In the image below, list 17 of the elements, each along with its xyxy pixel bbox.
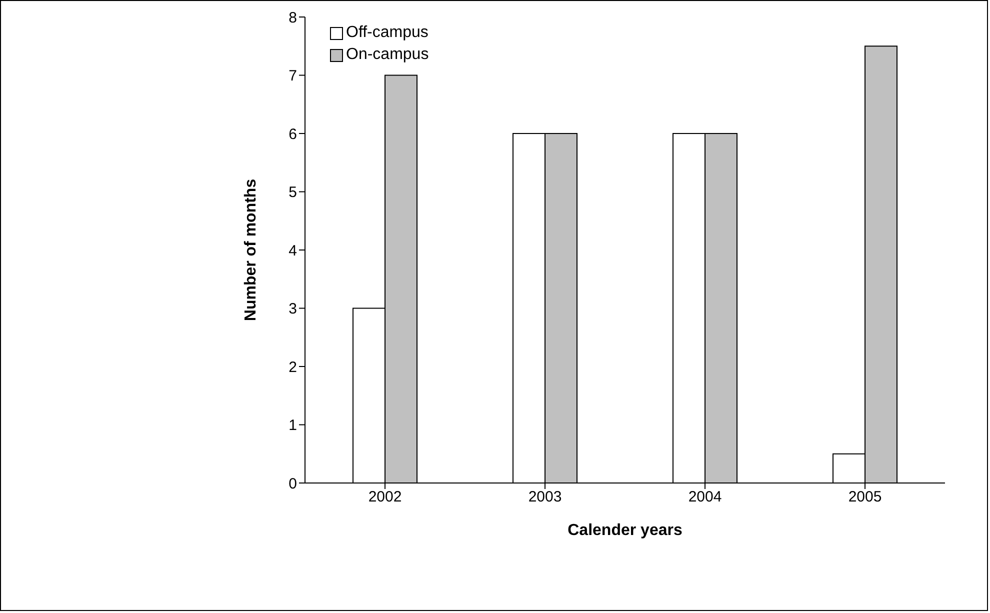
x-tick-label: 2003: [528, 488, 562, 506]
y-tick-label: 1: [288, 417, 297, 434]
x-axis-title: Calender years: [568, 522, 682, 539]
x-tick-label: 2002: [368, 488, 402, 506]
y-tick-label: 5: [288, 184, 297, 202]
legend-label: On-campus: [346, 46, 429, 64]
y-tick-label: 4: [288, 242, 297, 260]
y-tick-label: 0: [288, 475, 297, 492]
y-tick-label: 6: [288, 126, 297, 143]
legend-label: Off-campus: [346, 24, 428, 42]
y-axis-title: Number of months: [242, 178, 260, 322]
y-tick-label: 2: [288, 358, 297, 376]
y-tick-label: 8: [288, 9, 297, 26]
y-tick-label: 3: [288, 300, 297, 318]
x-tick-label: 2005: [848, 488, 882, 506]
x-tick-label: 2004: [688, 488, 722, 506]
y-tick-label: 7: [288, 68, 297, 85]
